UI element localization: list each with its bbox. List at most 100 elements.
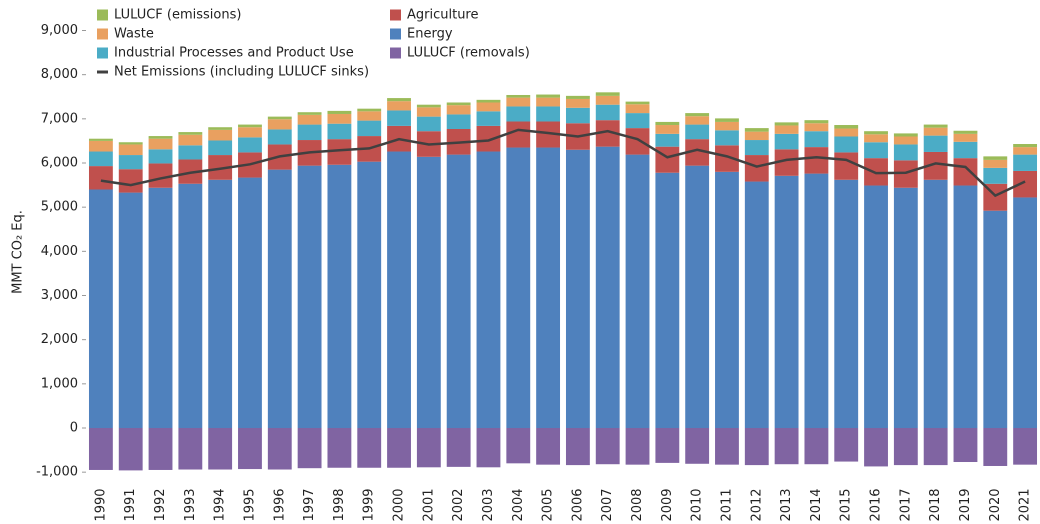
bar-segment (685, 165, 710, 428)
legend-label: LULUCF (emissions) (114, 8, 241, 23)
bar-segment (864, 134, 888, 143)
y-tick-label: 7,000 (41, 111, 78, 126)
bar-segment (625, 428, 650, 465)
bar-segment (804, 131, 829, 148)
x-tick-label: 2017 (898, 488, 913, 521)
y-tick-label: 2,000 (41, 332, 78, 347)
bar-segment (893, 187, 918, 428)
bar-segment (893, 133, 918, 137)
x-tick-label: 1996 (272, 488, 287, 521)
bar-segment (864, 185, 888, 428)
bar-segment (685, 428, 710, 464)
bar-segment (774, 125, 799, 134)
bar-segment (148, 163, 173, 188)
legend-label: Waste (114, 27, 154, 42)
bar-segment (238, 177, 262, 428)
bar-segment (1013, 144, 1038, 148)
x-tick-label: 2000 (392, 488, 407, 521)
bar-segment (327, 113, 352, 124)
bar-segment (357, 428, 382, 468)
x-tick-label: 2019 (958, 488, 973, 521)
bar-segment (923, 135, 948, 152)
x-tick-label: 1992 (153, 488, 168, 521)
bar-segment (267, 428, 292, 470)
bar-segment (685, 124, 710, 140)
bar-segment (446, 102, 471, 106)
bar-segment (923, 124, 948, 128)
bar-segment (655, 146, 680, 173)
bar-segment (88, 151, 113, 167)
bar-segment (208, 127, 233, 130)
bar-segment (893, 136, 918, 145)
bar-segment (744, 131, 769, 141)
bar-segment (208, 428, 233, 470)
x-tick-label: 2006 (570, 488, 585, 521)
bar-segment (923, 428, 948, 466)
bar-segment (893, 428, 918, 466)
y-axis-title: MMT CO₂ Eq. (11, 210, 26, 294)
bar-segment (685, 116, 710, 125)
bar-segment (387, 101, 411, 111)
x-tick-label: 2015 (839, 488, 854, 521)
bar-segment (267, 116, 292, 120)
bar-segment (208, 155, 233, 180)
bar-segment (238, 428, 262, 470)
bar-segment (804, 123, 829, 132)
legend-label: Energy (407, 27, 453, 42)
x-tick-label: 1997 (302, 488, 317, 521)
bar-segment (506, 106, 531, 122)
bar-segment (148, 149, 173, 164)
bar-segment (148, 138, 173, 150)
bar-segment (267, 119, 292, 130)
bar-segment (327, 164, 352, 428)
bar-segment (327, 139, 352, 165)
bar-segment (1013, 197, 1038, 428)
bar-segment (178, 134, 203, 146)
bar-segment (893, 160, 918, 188)
x-tick-label: 2012 (749, 488, 764, 521)
bar-segment (744, 128, 769, 132)
x-tick-label: 2001 (421, 488, 436, 521)
bar-segment (446, 114, 471, 129)
bar-segment (953, 133, 978, 142)
x-tick-label: 2007 (600, 488, 615, 521)
bar-segment (864, 131, 888, 135)
x-tick-label: 2010 (690, 488, 705, 521)
bar-segment (715, 130, 739, 146)
bar-segment (983, 156, 1008, 160)
bar-segment (297, 124, 322, 141)
bar-segment (476, 99, 501, 103)
bar-segment (357, 120, 382, 137)
bar-segment (804, 120, 829, 124)
bar-segment (774, 122, 799, 126)
x-tick-label: 1998 (332, 488, 347, 521)
bar-segment (118, 144, 143, 156)
bar-segment (476, 428, 501, 468)
bar-segment (1013, 170, 1038, 198)
bar-segment (327, 110, 352, 114)
bar-segment (834, 179, 859, 428)
legend-swatch (97, 28, 108, 40)
x-tick-label: 1993 (183, 488, 198, 521)
bar-segment (178, 428, 203, 470)
bar-segment (297, 112, 322, 115)
bar-segment (625, 154, 650, 428)
legend-swatch (97, 9, 108, 21)
bar-segment (834, 128, 859, 137)
bar-segment (357, 111, 382, 121)
bar-segment (446, 428, 471, 467)
bar-segment (774, 428, 799, 465)
bar-segment (536, 121, 561, 148)
legend-label: Industrial Processes and Product Use (114, 46, 354, 61)
bar-segment (416, 156, 441, 429)
bar-segment (506, 428, 531, 464)
bar-segment (834, 152, 859, 180)
y-tick-label: 8,000 (41, 67, 78, 82)
bar-segment (387, 98, 411, 102)
bar-segment (1013, 147, 1038, 155)
bar-segment (685, 113, 710, 117)
bar-segment (178, 145, 203, 160)
bar-segment (744, 155, 769, 182)
bar-segment (178, 132, 203, 135)
